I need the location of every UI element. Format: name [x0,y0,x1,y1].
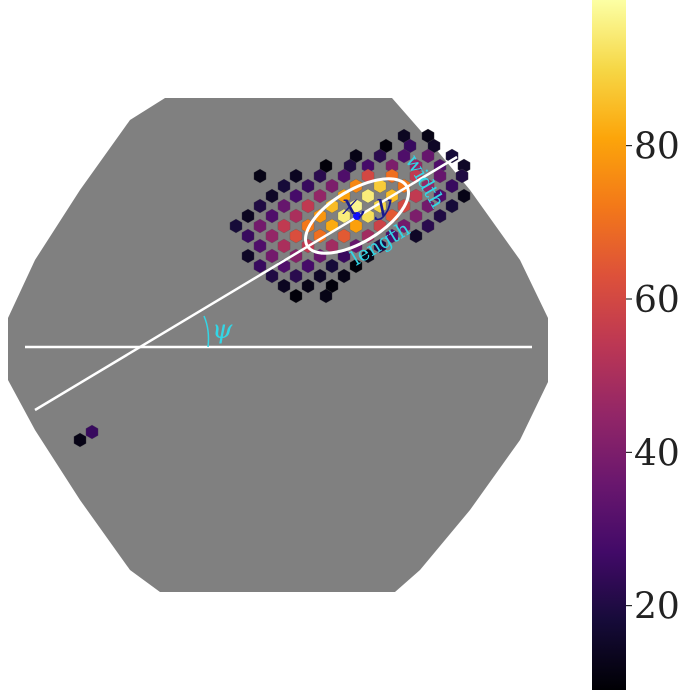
pixel [373,238,387,254]
pixel [301,258,315,274]
pixel [421,148,435,164]
pixel [325,258,339,274]
pixel [289,168,303,184]
pixel [313,208,327,224]
pixel [421,218,435,234]
pixel [455,168,469,184]
colorbar-tick-label: 20 [634,587,679,628]
pixel [73,432,87,448]
pixel [265,228,279,244]
pixel [349,258,363,274]
pixel [433,208,447,224]
pixel [265,248,279,264]
pixel [457,188,471,204]
pixel [445,198,459,214]
pixel [277,178,291,194]
pixel [319,288,333,304]
pixel [241,208,255,224]
pixel [253,218,267,234]
colorbar [592,0,626,690]
pixel [313,188,327,204]
pixel [337,208,351,224]
pixel [337,228,351,244]
major-axis [34,155,458,412]
pixel [313,168,327,184]
pixel [313,268,327,284]
colorbar-tick-label: 80 [634,127,679,168]
pixel [337,168,351,184]
pixel [301,278,315,294]
pixel [289,268,303,284]
pixel [289,228,303,244]
angle-label: ψ [212,315,233,345]
colorbar-tick-label: 60 [634,280,679,321]
pixel [277,238,291,254]
pixel [289,288,303,304]
pixel [433,168,447,184]
pixel [289,188,303,204]
pixel [397,148,411,164]
pixel [253,238,267,254]
centroid [353,212,361,220]
pixel [85,424,99,440]
pixel [337,268,351,284]
camera [8,98,548,592]
colorbar-tick-label: 40 [634,433,679,474]
pixel [277,198,291,214]
pixel [445,178,459,194]
pixel [373,148,387,164]
hillas-ellipse [304,177,410,255]
pixel [325,178,339,194]
pixel [361,188,375,204]
angle-arc [203,315,210,348]
pixel [253,168,267,184]
pixel [241,248,255,264]
pixel [253,258,267,274]
colorbar-axis: 20 40 60 80 [626,127,679,628]
pixel [373,178,387,194]
pixel [277,218,291,234]
pixel [313,228,327,244]
pixel [289,208,303,224]
pixel [229,218,243,234]
pixel [301,198,315,214]
pixel [421,178,435,194]
pixel [361,248,375,264]
pixel [385,228,399,244]
pixel [433,188,447,204]
pixel [253,198,267,214]
pixel [409,228,423,244]
pixel [265,188,279,204]
pixel [301,178,315,194]
position-label: x, y [342,188,393,221]
pixel [241,228,255,244]
pixel [277,278,291,294]
pixel [265,208,279,224]
pixel [409,208,423,224]
pixel [421,198,435,214]
pixel [397,218,411,234]
